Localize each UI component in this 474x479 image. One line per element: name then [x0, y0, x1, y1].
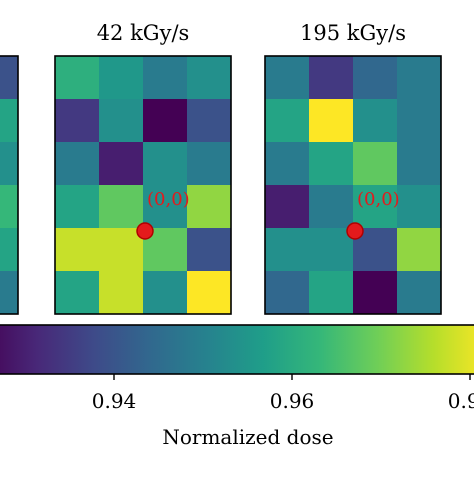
- heatmap-cell: [265, 185, 310, 229]
- panel-title: 42 kGy/s: [97, 21, 190, 45]
- heatmap-cell: [0, 99, 19, 143]
- heatmap-cell: [397, 99, 442, 143]
- origin-marker: [136, 222, 154, 240]
- origin-marker: [346, 222, 364, 240]
- heatmap-panel-3: 195 kGy/s (0,0): [264, 21, 442, 315]
- heatmap-cell: [0, 142, 19, 186]
- heatmap-cell: [397, 142, 442, 186]
- heatmap-cell: [99, 271, 144, 315]
- heatmap-cell: [99, 99, 144, 143]
- heatmap-cell: [353, 271, 398, 315]
- colorbar-label: Normalized dose: [162, 425, 333, 449]
- panel-title: 195 kGy/s: [300, 21, 406, 45]
- heatmap-cell: [0, 56, 19, 100]
- heatmap-cell: [309, 228, 354, 272]
- heatmap-cell: [187, 185, 232, 229]
- heatmap-cell: [353, 185, 398, 229]
- colorbar-tick-label: 0.94: [92, 389, 137, 413]
- heatmap-cell: [353, 99, 398, 143]
- heatmap-cell: [143, 99, 188, 143]
- colorbar-ticks: 0.94 0.96 0.98: [92, 374, 474, 413]
- heatmap-cell: [143, 56, 188, 100]
- heatmap-panel-2: 42 kGy/s (0,0): [54, 21, 232, 315]
- colorbar-gradient: [0, 324, 474, 375]
- heatmap-cell: [265, 99, 310, 143]
- heatmap-cell: [397, 228, 442, 272]
- heatmap-cell: [55, 99, 100, 143]
- colorbar: 0.94 0.96 0.98 Normalized dose: [0, 324, 474, 449]
- heatmap-cell: [187, 228, 232, 272]
- colorbar-tick-label: 0.96: [270, 389, 315, 413]
- heatmap-panel-1: [0, 55, 19, 315]
- heatmap-cell: [309, 56, 354, 100]
- heatmap-cell: [397, 56, 442, 100]
- heatmap-cell: [265, 228, 310, 272]
- origin-marker-label: (0,0): [147, 189, 190, 210]
- heatmap-cell: [397, 271, 442, 315]
- heatmap-cell: [397, 185, 442, 229]
- heatmap-cell: [99, 56, 144, 100]
- heatmap-cell: [55, 56, 100, 100]
- heatmap-cell: [265, 56, 310, 100]
- heatmap-cell: [309, 271, 354, 315]
- heatmap-cell: [309, 142, 354, 186]
- heatmap-cell: [99, 228, 144, 272]
- heatmap-cell: [55, 228, 100, 272]
- panel-frame: [54, 55, 232, 315]
- heatmap-cell: [353, 142, 398, 186]
- heatmap-cell: [99, 142, 144, 186]
- heatmap-cell: [0, 185, 19, 229]
- origin-marker-label: (0,0): [357, 189, 400, 210]
- heatmap-cell: [187, 271, 232, 315]
- panel-frame: [264, 55, 442, 315]
- heatmap-cell: [55, 185, 100, 229]
- heatmap-panels: 42 kGy/s (0,0) 195 kGy/s (0,0): [0, 21, 442, 315]
- heatmap-cell: [55, 142, 100, 186]
- heatmap-cell: [353, 56, 398, 100]
- heatmap-cell: [99, 185, 144, 229]
- heatmap-cell: [309, 185, 354, 229]
- heatmap-cell: [265, 271, 310, 315]
- heatmap-cell: [187, 99, 232, 143]
- heatmap-cell: [0, 271, 19, 315]
- heatmap-cell: [143, 185, 188, 229]
- heatmap-cell: [309, 99, 354, 143]
- heatmap-cell: [187, 142, 232, 186]
- heatmap-cell: [265, 142, 310, 186]
- heatmap-cell: [187, 56, 232, 100]
- heatmap-cell: [0, 228, 19, 272]
- heatmap-cell: [143, 142, 188, 186]
- heatmap-cell: [55, 271, 100, 315]
- heatmap-cell: [143, 271, 188, 315]
- colorbar-tick-label: 0.98: [448, 389, 474, 413]
- panel-frame: [0, 55, 19, 315]
